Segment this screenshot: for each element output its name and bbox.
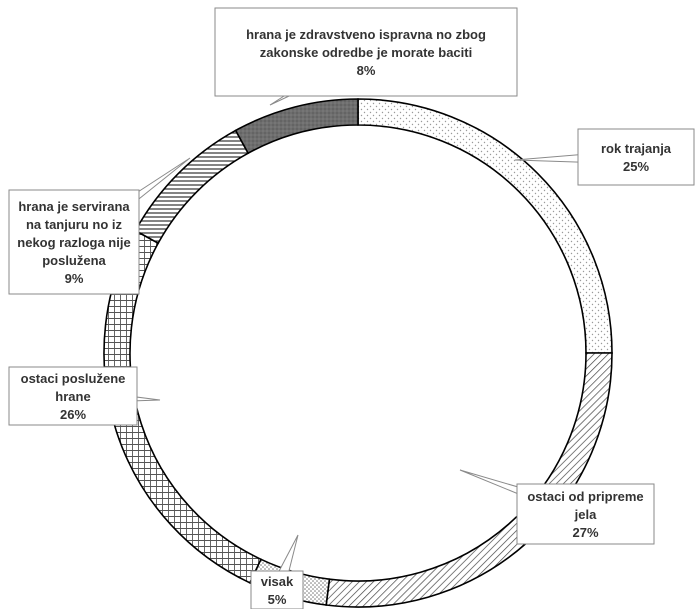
slice-1 — [325, 352, 613, 608]
slice-category-label: ostaci od pripreme — [527, 489, 643, 504]
slice-category-label: nekog razloga nije — [17, 235, 130, 250]
slice-category-label: zakonske odredbe je morate baciti — [260, 45, 472, 60]
slice-value-label: 5% — [268, 592, 287, 607]
slice-value-label: 25% — [623, 159, 649, 174]
slice-category-label: hrana je zdravstveno ispravna no zbog — [246, 27, 486, 42]
slice-value-label: 8% — [357, 63, 376, 78]
callout-box — [516, 483, 655, 545]
callout-box — [250, 570, 304, 609]
callout-box — [214, 7, 518, 97]
slice-value-label: 27% — [572, 525, 598, 540]
slice-category-label: rok trajanja — [601, 141, 672, 156]
data-label-1: ostaci od pripreme jela 27% — [459, 469, 655, 545]
data-label-5: hrana je zdravstveno ispravna no zbog zak… — [214, 7, 518, 106]
callout-box — [8, 189, 140, 295]
data-label-2: visak 5% — [250, 534, 304, 609]
slice-category-label: jela — [574, 507, 597, 522]
slice-category-label: hrana je servirana — [18, 199, 130, 214]
slice-category-label: na tanjuru no iz — [26, 217, 123, 232]
slice-value-label: 26% — [60, 407, 86, 422]
data-label-0: rok trajanja 25% — [514, 128, 695, 186]
slice-category-label: hrane — [55, 389, 90, 404]
data-label-4: hrana je servirana na tanjuru no iz nekog … — [8, 157, 191, 295]
slice-0 — [357, 98, 613, 354]
slice-category-label: visak — [261, 574, 294, 589]
callout-box — [577, 128, 695, 186]
slice-5 — [234, 98, 359, 155]
slice-value-label: 9% — [65, 271, 84, 286]
slice-category-label: poslužena — [42, 253, 106, 268]
data-label-3: ostaci poslužene hrane 26% — [8, 366, 161, 426]
callout-box — [8, 366, 138, 426]
slice-category-label: ostaci poslužene — [21, 371, 126, 386]
